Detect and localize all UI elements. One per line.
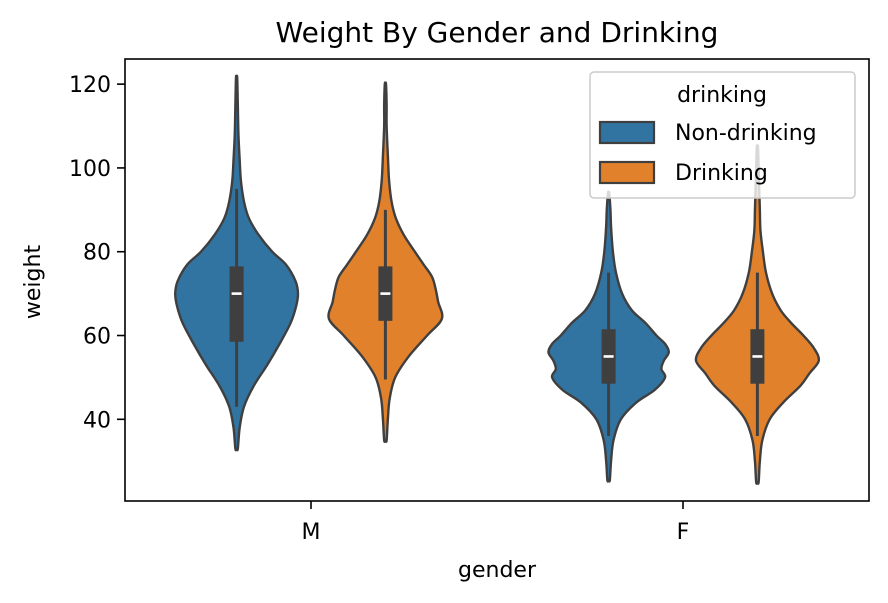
y-tick-label: 120 xyxy=(69,73,111,98)
y-tick-label: 100 xyxy=(69,157,111,182)
legend: drinking Non-drinking Drinking xyxy=(589,71,856,199)
legend-swatch-drinking xyxy=(598,160,656,185)
violin-drinking-m xyxy=(327,81,444,443)
violin-non-drinking-f xyxy=(547,190,670,483)
y-tick-label: 40 xyxy=(83,408,111,433)
legend-label-non-drinking: Non-drinking xyxy=(675,121,817,146)
chart-title: Weight By Gender and Drinking xyxy=(276,16,719,49)
violin-non-drinking-m xyxy=(174,74,300,452)
x-axis-label: gender xyxy=(458,558,537,583)
x-tick-label: F xyxy=(677,520,690,545)
legend-frame xyxy=(589,71,856,199)
plot-frame xyxy=(124,58,870,502)
legend-title: drinking xyxy=(677,83,767,108)
y-axis: 40 60 80 100 120 xyxy=(69,73,125,433)
legend-swatch-non-drinking xyxy=(598,120,656,145)
legend-label-drinking: Drinking xyxy=(675,161,768,186)
y-axis-label: weight xyxy=(21,245,46,320)
x-tick-label: M xyxy=(302,520,321,545)
y-tick-label: 60 xyxy=(83,325,111,350)
violin-iqr-box xyxy=(229,266,244,342)
y-tick-label: 80 xyxy=(83,241,111,266)
plot-area xyxy=(174,74,821,485)
